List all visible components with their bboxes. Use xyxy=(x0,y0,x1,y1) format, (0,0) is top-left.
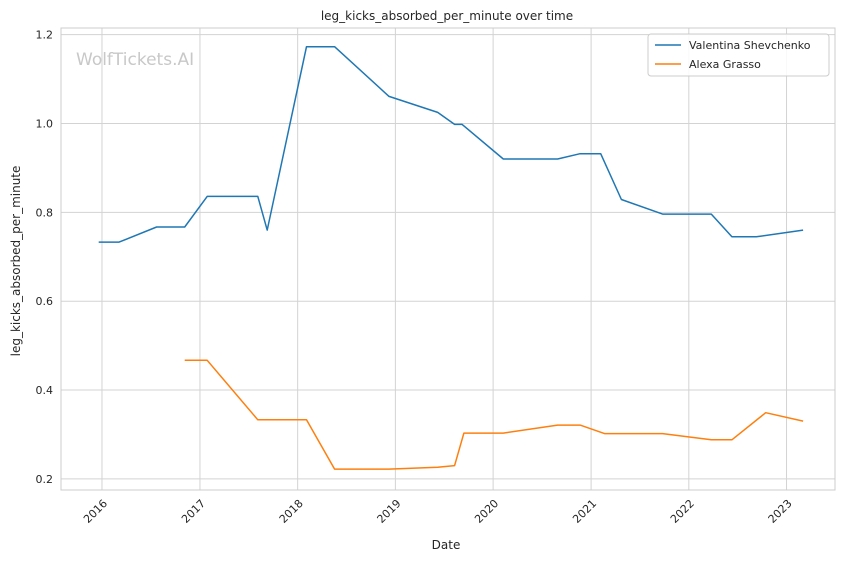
x-tick-label: 2018 xyxy=(277,497,306,526)
x-axis-label: Date xyxy=(432,538,461,552)
plot-area xyxy=(61,28,835,490)
y-axis-label: leg_kicks_absorbed_per_minute xyxy=(9,166,23,357)
x-tick-label: 2021 xyxy=(570,497,599,526)
x-tick-label: 2016 xyxy=(81,497,110,526)
chart-title: leg_kicks_absorbed_per_minute over time xyxy=(321,9,573,23)
y-tick-label: 0.8 xyxy=(36,206,54,219)
x-tick-label: 2020 xyxy=(472,497,501,526)
y-tick-label: 0.4 xyxy=(36,384,54,397)
series-line-2 xyxy=(184,359,804,470)
y-tick-label: 1.0 xyxy=(36,118,54,131)
series-line-1 xyxy=(98,45,804,243)
legend-label-series-1: Valentina Shevchenko xyxy=(689,39,811,52)
x-tick-label: 2019 xyxy=(375,497,404,526)
x-tick-label: 2017 xyxy=(179,497,208,526)
y-tick-label: 0.2 xyxy=(36,473,54,486)
y-tick-label: 1.2 xyxy=(36,29,54,42)
series-lines xyxy=(98,45,804,470)
x-tick-label: 2023 xyxy=(766,497,795,526)
x-tick-label: 2022 xyxy=(668,497,697,526)
watermark-text: WolfTickets.AI xyxy=(76,50,194,70)
legend: Valentina Shevchenko Alexa Grasso xyxy=(647,33,830,77)
legend-box xyxy=(647,33,830,77)
plot-frame xyxy=(60,27,836,491)
y-tick-label: 0.6 xyxy=(36,295,54,308)
legend-label-series-2: Alexa Grasso xyxy=(689,58,761,71)
